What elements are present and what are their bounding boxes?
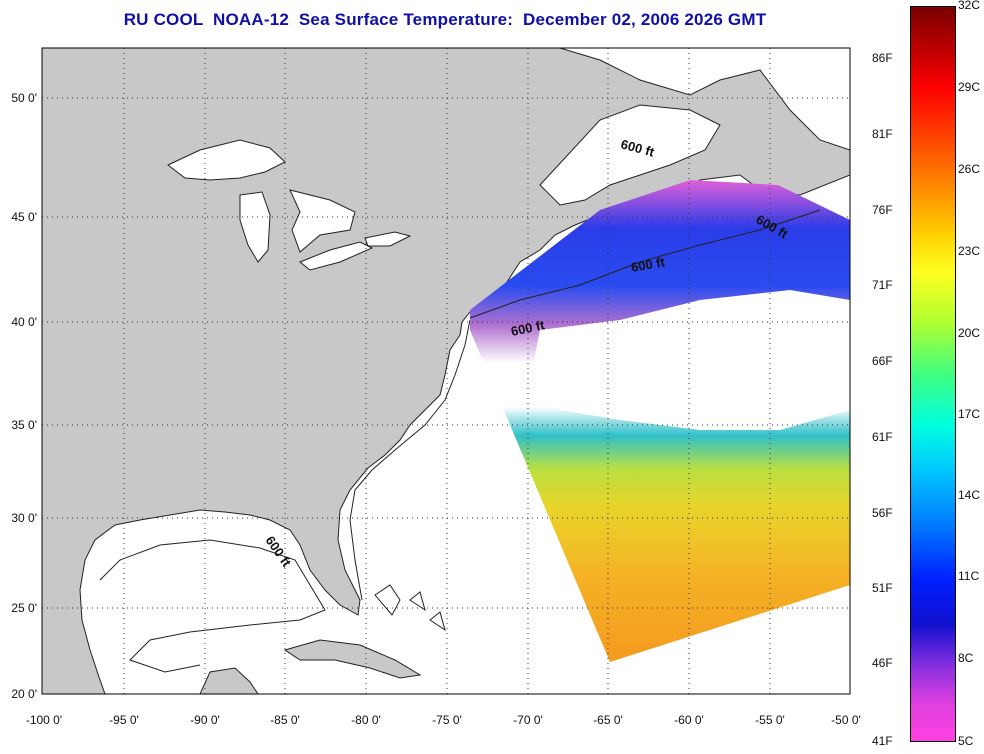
colorbar-fahrenheit-label: 71F	[872, 278, 893, 292]
lake-michigan-huron	[239, 189, 356, 263]
lat-tick-label: 30 0'	[11, 511, 37, 525]
contour-label: 600 ft	[630, 254, 667, 275]
colorbar-fahrenheit-label: 76F	[872, 203, 893, 217]
shelf-contour-gulf	[99, 539, 326, 673]
colorbar-fahrenheit-label: 46F	[872, 656, 893, 670]
lon-tick-label: -100 0'	[26, 713, 62, 727]
map-title: RU COOL NOAA-12 Sea Surface Temperature:…	[123, 10, 767, 29]
bahamas-islands	[374, 584, 446, 632]
colorbar-celsius-label: 20C	[958, 326, 981, 340]
colorbar-celsius-label: 17C	[958, 407, 981, 421]
lon-tick-label: -55 0'	[755, 713, 785, 727]
lon-tick-label: -95 0'	[109, 713, 139, 727]
contour-label: 600 ft	[510, 317, 547, 339]
colorbar-fahrenheit-label: 81F	[872, 127, 893, 141]
lat-tick-label: 25 0'	[11, 601, 37, 615]
colorbar-celsius-label: 8C	[958, 651, 974, 665]
lat-tick-label: 45 0'	[11, 210, 37, 224]
lon-tick-label: -85 0'	[270, 713, 300, 727]
colorbar-celsius-label: 26C	[958, 162, 981, 176]
lat-tick-label: 35 0'	[11, 418, 37, 432]
colorbar-celsius-label: 11C	[958, 569, 980, 583]
lon-tick-label: -50 0'	[831, 713, 861, 727]
colorbar-fahrenheit-label: 51F	[872, 581, 893, 595]
lake-erie-ontario	[299, 231, 412, 271]
colorbar-fahrenheit-label: 41F	[872, 734, 893, 748]
shelf-contour-northeast	[469, 209, 821, 319]
temperature-colorbar	[910, 6, 956, 742]
shelf-contour-atlantic	[349, 319, 471, 601]
colorbar-celsius-label: 5C	[958, 734, 974, 748]
lon-tick-label: -90 0'	[190, 713, 220, 727]
lon-tick-label: -80 0'	[351, 713, 381, 727]
cloud-gap	[530, 290, 850, 430]
lat-tick-label: 40 0'	[11, 315, 37, 329]
plot-frame	[41, 47, 851, 695]
lat-tick-label: 50 0'	[11, 91, 37, 105]
lake-superior	[167, 139, 286, 181]
lon-tick-label: -75 0'	[432, 713, 462, 727]
colorbar-celsius-label: 14C	[958, 488, 981, 502]
colorbar-fahrenheit-label: 86F	[872, 51, 893, 65]
lat-tick-label: 20 0'	[11, 687, 37, 701]
gulf-st-lawrence	[539, 104, 721, 206]
colorbar-celsius-label: 32C	[958, 0, 981, 12]
land-cuba	[283, 639, 422, 679]
lon-tick-label: -70 0'	[513, 713, 543, 727]
lon-tick-label: -65 0'	[593, 713, 623, 727]
colorbar-fahrenheit-label: 61F	[872, 430, 893, 444]
colorbar-fahrenheit-label: 66F	[872, 354, 893, 368]
colorbar-celsius-label: 29C	[958, 80, 981, 94]
lon-tick-label: -60 0'	[674, 713, 704, 727]
colorbar-celsius-label: 23C	[958, 244, 981, 258]
land-yucatan	[199, 667, 259, 694]
colorbar-fahrenheit-label: 56F	[872, 506, 893, 520]
